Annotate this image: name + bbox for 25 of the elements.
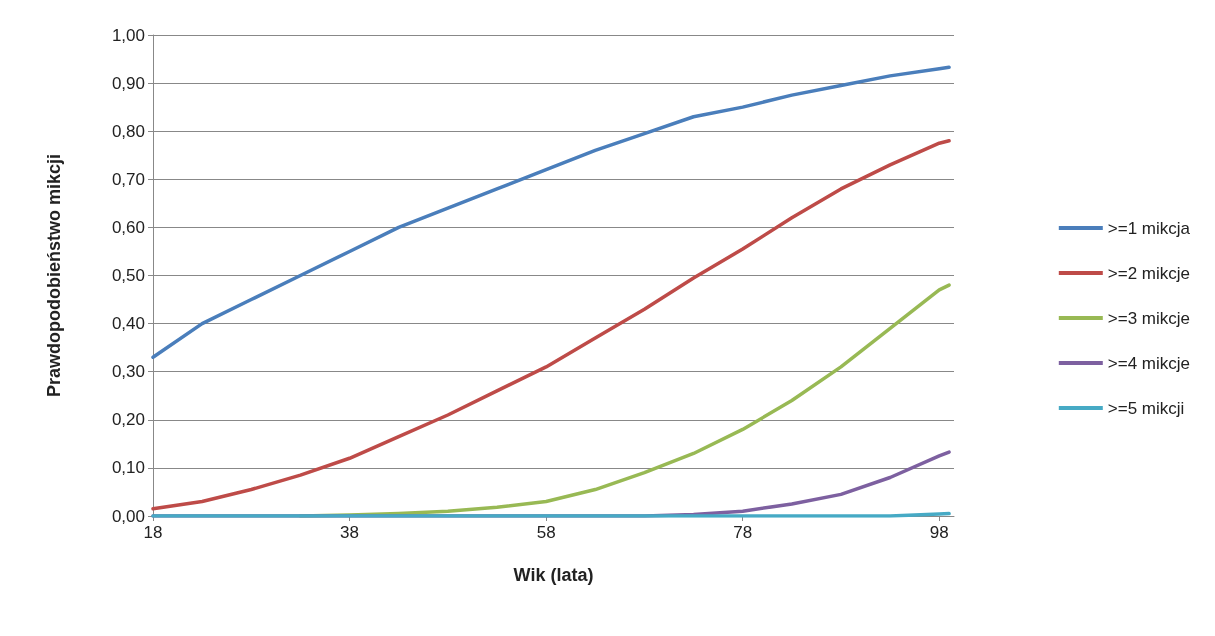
legend-label: >=5 mikcji bbox=[1107, 398, 1185, 418]
y-tick-label: 0,00 bbox=[111, 506, 145, 526]
line-series bbox=[151, 65, 951, 360]
y-tick-label: 0,50 bbox=[111, 266, 145, 285]
x-tick-label: 98 bbox=[929, 523, 949, 542]
legend-label: >=1 mikcja bbox=[1107, 218, 1191, 238]
x-tick-label: 58 bbox=[536, 523, 556, 542]
y-tick-label: 0,20 bbox=[111, 410, 145, 430]
legend-label: >=4 mikcje bbox=[1107, 353, 1190, 373]
y-axis-title: Prawdopodobieństwo mikcji bbox=[44, 153, 64, 398]
y-tick-label: 0,70 bbox=[111, 169, 145, 189]
line-series bbox=[151, 139, 951, 511]
x-tick-label: 18 bbox=[143, 523, 163, 542]
y-tick-label: 0,60 bbox=[111, 217, 145, 237]
x-tick-label: 78 bbox=[733, 523, 753, 542]
y-tick-label: 1,00 bbox=[111, 25, 145, 45]
y-tick-label: 0,10 bbox=[111, 458, 145, 478]
y-tick-label: 0,40 bbox=[111, 314, 145, 334]
y-tick-label: 0,80 bbox=[111, 121, 145, 141]
legend-label: >=2 mikcje bbox=[1107, 263, 1190, 283]
legend-label: >=3 mikcje bbox=[1107, 308, 1190, 328]
y-tick-label: 0,90 bbox=[111, 73, 145, 93]
x-axis-title: Wik (lata) bbox=[513, 565, 594, 585]
x-tick-label: 38 bbox=[340, 523, 360, 542]
y-tick-label: 0,30 bbox=[111, 362, 145, 382]
